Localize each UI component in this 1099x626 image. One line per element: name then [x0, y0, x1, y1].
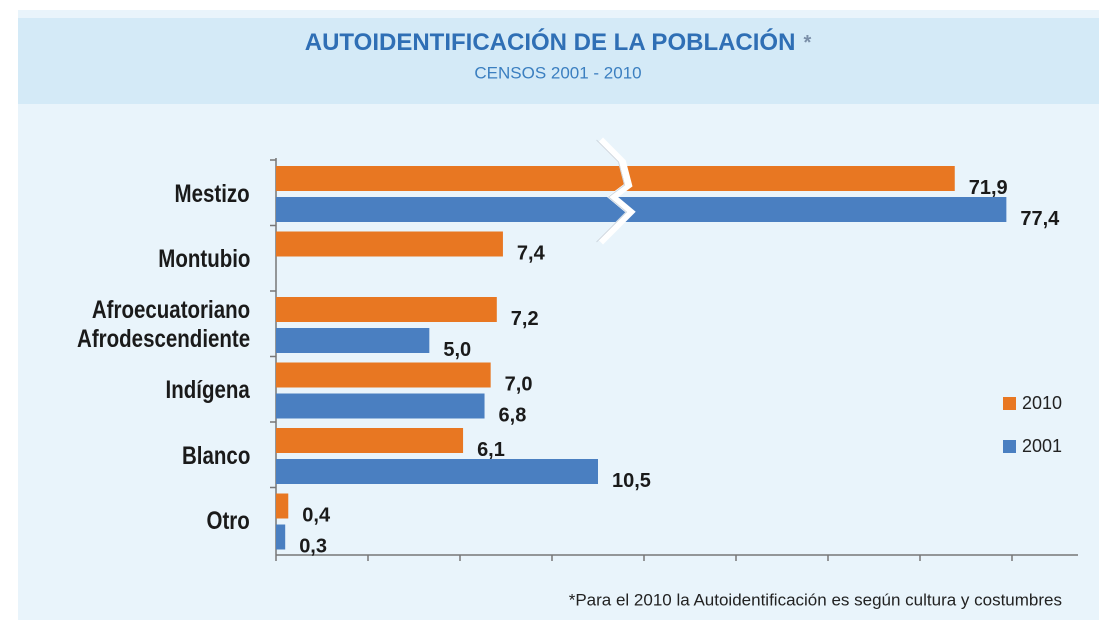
bar: [276, 297, 497, 322]
value-label: 10,5: [612, 470, 651, 492]
bar: [276, 428, 464, 453]
value-label: 7,4: [517, 242, 546, 264]
value-label: 0,4: [302, 504, 331, 526]
value-label: 7,2: [511, 308, 539, 330]
axis-break-edge: [596, 139, 628, 243]
value-label: 5,0: [443, 339, 471, 361]
value-label: 7,0: [505, 373, 533, 395]
title-text: AUTOIDENTIFICACIÓN DE LA POBLACIÓN: [305, 28, 796, 56]
bar: [276, 362, 491, 388]
footnote: *Para el 2010 la Autoidentificación es s…: [569, 590, 1062, 609]
bar: [276, 459, 598, 484]
bar: [276, 493, 289, 519]
bar: [276, 524, 286, 550]
value-label: 6,1: [477, 439, 505, 461]
category-label: Blanco: [181, 441, 250, 470]
category-label: Montubio: [157, 245, 250, 273]
category-label: Indígena: [165, 376, 250, 404]
legend-label: 2001: [1022, 436, 1062, 456]
chart-title: AUTOIDENTIFICACIÓN DE LA POBLACIÓN *: [305, 28, 812, 56]
value-label: 6,8: [499, 404, 527, 426]
title-marker: *: [803, 32, 811, 54]
bar: [276, 393, 485, 419]
legend-swatch: [1003, 440, 1016, 453]
legend-label: 2010: [1022, 393, 1062, 413]
bar: [276, 328, 430, 353]
legend-swatch: [1003, 397, 1016, 410]
value-label: 77,4: [1020, 208, 1060, 230]
value-label: 0,3: [299, 535, 327, 557]
category-label: Afroecuatoriano Afrodescendiente: [76, 296, 250, 353]
value-label: 71,9: [969, 177, 1008, 199]
category-label: Otro: [206, 507, 250, 535]
panel-background: [18, 10, 1099, 620]
bar: [276, 197, 1007, 222]
axis-break: [598, 137, 636, 245]
header-band: [18, 18, 1099, 104]
bar: [276, 166, 955, 191]
category-label: Mestizo: [174, 179, 250, 208]
bar: [276, 231, 503, 257]
chart-subtitle: CENSOS 2001 - 2010: [474, 63, 641, 82]
